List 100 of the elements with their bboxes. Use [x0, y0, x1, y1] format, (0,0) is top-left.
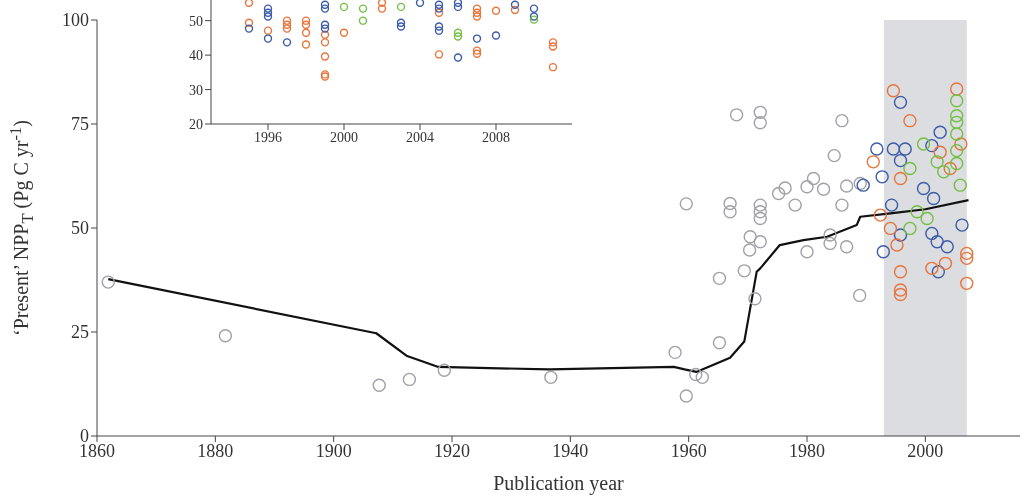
point — [437, 363, 452, 377]
point — [753, 235, 767, 249]
point — [884, 198, 899, 212]
point — [320, 52, 330, 61]
point — [835, 198, 849, 212]
point — [916, 181, 931, 196]
point — [960, 276, 974, 291]
x-tick-label: 2008 — [482, 129, 510, 145]
point — [943, 161, 957, 176]
point — [396, 22, 406, 31]
y-tick-label: 50 — [189, 13, 203, 29]
point — [886, 84, 901, 98]
point — [925, 138, 939, 153]
point — [453, 28, 463, 37]
point — [263, 26, 273, 35]
point — [753, 116, 767, 130]
y-tick-label: 25 — [71, 322, 89, 343]
x-tick-label: 1920 — [434, 440, 470, 461]
point — [926, 191, 941, 206]
point — [434, 8, 444, 17]
point — [679, 197, 693, 211]
point — [491, 6, 501, 15]
point — [396, 2, 406, 12]
point — [723, 196, 737, 211]
point — [870, 142, 884, 156]
point — [320, 24, 330, 33]
point — [544, 370, 558, 385]
x-tick-label: 1980 — [789, 440, 825, 461]
point — [893, 264, 908, 279]
point — [742, 243, 757, 257]
y-tick-label: 50 — [71, 218, 89, 239]
point — [712, 336, 727, 350]
point — [960, 246, 974, 261]
point — [510, 5, 520, 15]
point — [244, 0, 254, 7]
point — [949, 127, 964, 141]
point — [949, 82, 964, 96]
point — [823, 236, 837, 251]
y-tick-label: 100 — [62, 10, 89, 31]
point — [218, 329, 233, 343]
point — [339, 2, 349, 12]
point — [890, 238, 904, 252]
point — [453, 0, 463, 7]
point — [548, 42, 558, 51]
point — [949, 94, 964, 108]
point — [949, 108, 964, 123]
point — [372, 378, 386, 392]
point — [244, 18, 254, 27]
point — [954, 137, 968, 151]
point — [263, 8, 273, 17]
y-tick-label: 40 — [189, 48, 203, 64]
point — [510, 0, 520, 10]
x-tick-label: 1880 — [197, 440, 234, 461]
x-axis-title: Publication year — [493, 472, 625, 495]
x-tick-label: 2000 — [907, 440, 944, 461]
point — [339, 28, 349, 37]
point — [753, 205, 767, 219]
point — [816, 182, 831, 197]
point — [931, 264, 946, 279]
point — [903, 221, 917, 236]
point — [933, 145, 947, 159]
point — [548, 38, 558, 47]
point — [263, 4, 273, 13]
point — [689, 367, 703, 382]
point — [839, 179, 854, 193]
point — [101, 275, 115, 289]
point — [852, 288, 867, 303]
point — [930, 235, 944, 249]
x-tick-label: 1960 — [670, 440, 707, 461]
point — [925, 226, 939, 241]
x-tick-label: 1900 — [315, 440, 352, 461]
point — [771, 186, 786, 201]
point — [893, 95, 908, 110]
point — [866, 155, 880, 169]
point — [886, 142, 901, 156]
point — [955, 218, 969, 232]
point — [898, 142, 912, 156]
point — [377, 0, 387, 7]
point — [949, 115, 964, 130]
point — [823, 228, 837, 242]
y-tick-label: 20 — [189, 116, 203, 132]
point — [875, 170, 889, 184]
point — [748, 292, 762, 306]
point — [320, 30, 330, 39]
point — [320, 0, 330, 10]
point — [415, 0, 425, 7]
x-tick-label: 2000 — [330, 129, 358, 145]
point — [548, 62, 558, 72]
point — [835, 113, 849, 128]
point — [933, 125, 947, 140]
point — [434, 26, 444, 35]
point — [301, 20, 311, 29]
point — [953, 178, 967, 192]
point — [800, 180, 814, 194]
point — [320, 4, 330, 13]
point — [949, 156, 964, 171]
point — [679, 389, 693, 403]
point — [893, 283, 908, 297]
point — [301, 16, 311, 25]
point — [753, 198, 767, 212]
